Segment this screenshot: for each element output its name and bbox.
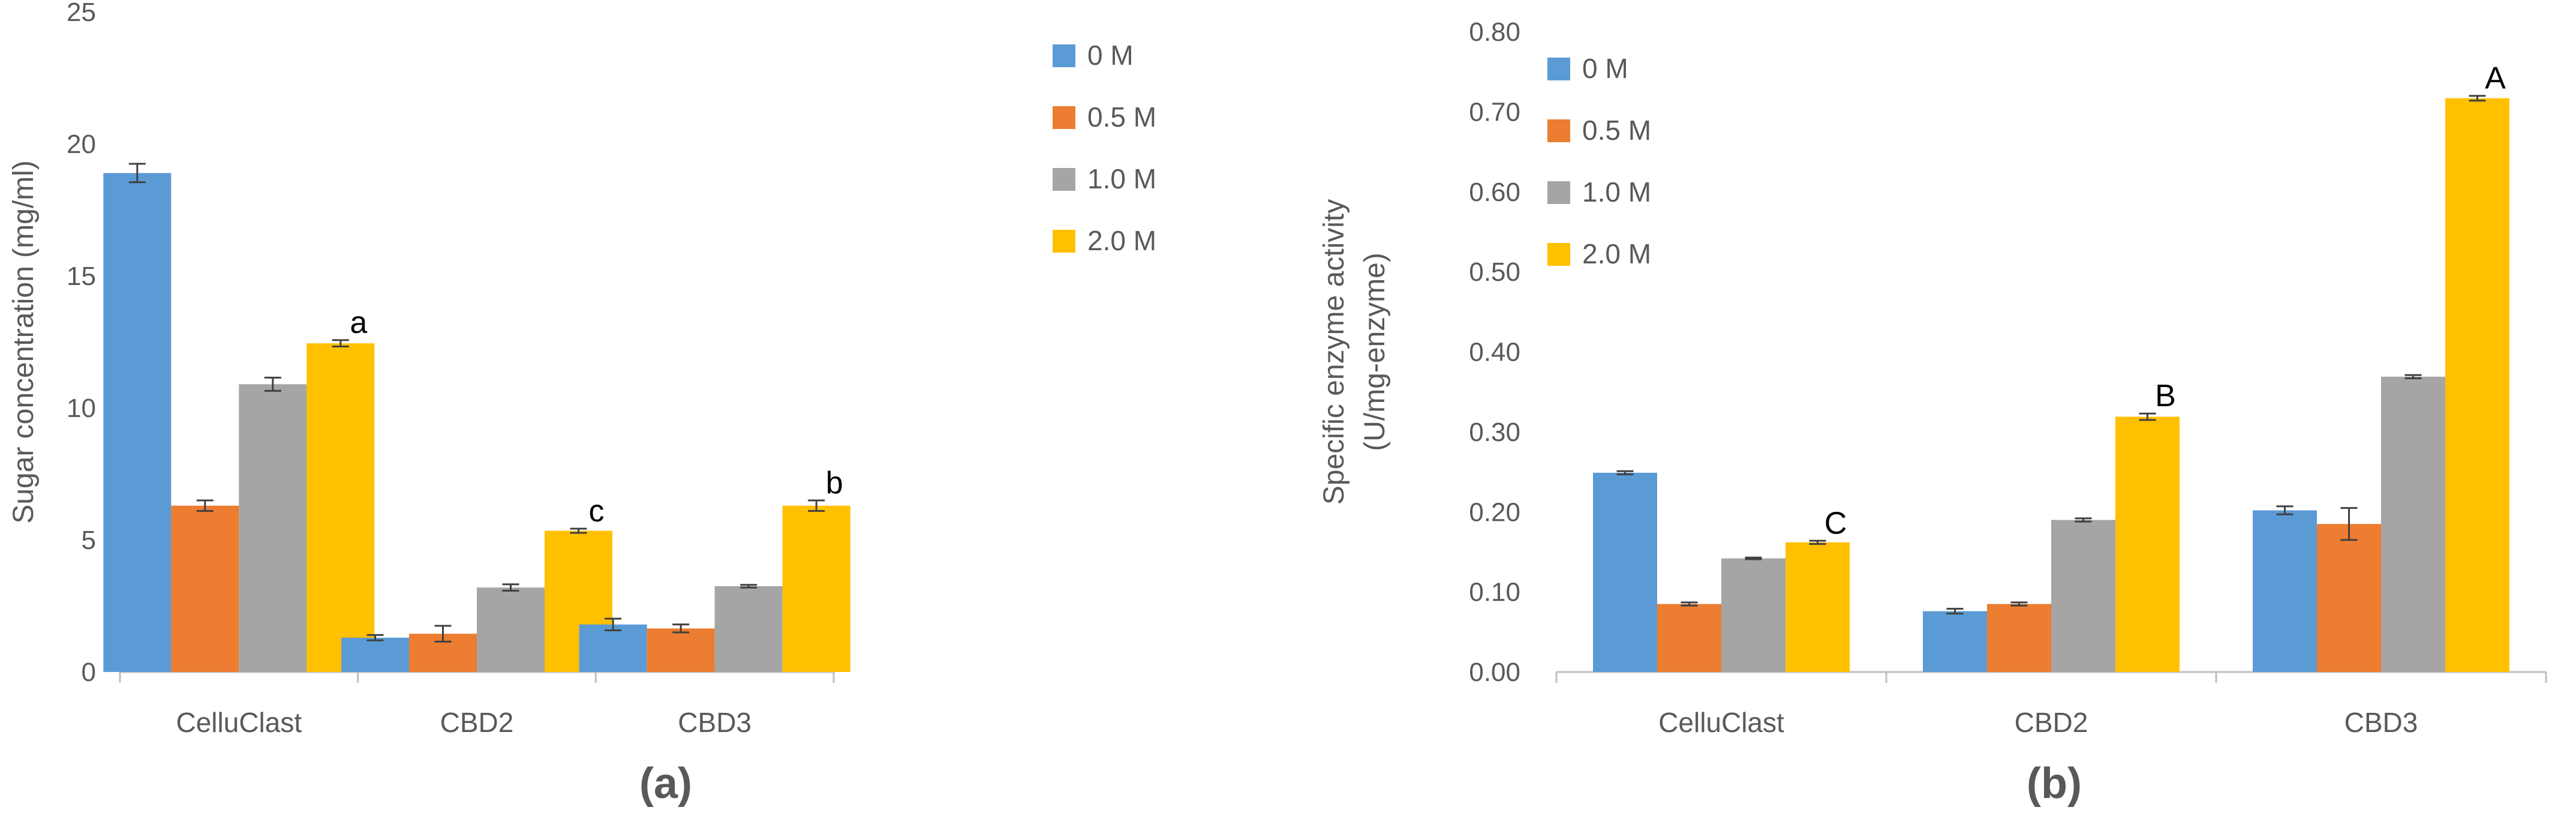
bar-1-0M-cbd2: [2051, 520, 2115, 672]
y-tick-label: 20: [67, 130, 96, 159]
y-tick-label: 0.80: [1469, 17, 1520, 47]
legend-swatch: [1547, 181, 1570, 204]
significance-letter: C: [1824, 506, 1847, 541]
legend-label: 1.0 M: [1582, 176, 1651, 208]
bar-0M-cbd2: [341, 637, 409, 672]
legend-label: 1.0 M: [1087, 163, 1156, 194]
x-category-label: CBD3: [678, 707, 752, 738]
legend-swatch: [1053, 106, 1075, 129]
legend-label: 0.5 M: [1582, 115, 1651, 146]
legend-swatch: [1053, 168, 1075, 191]
legend-label: 2.0 M: [1582, 238, 1651, 269]
bar-2-0M-cbd3: [2445, 98, 2509, 673]
legend-label: 0.5 M: [1087, 101, 1156, 133]
bar-0-5M-cbd2: [1987, 604, 2051, 672]
y-tick-label: 0.10: [1469, 578, 1520, 607]
panel-label: (b): [2027, 760, 2082, 808]
bar-0-5M-cbd3: [647, 628, 715, 672]
y-tick-label: 0.30: [1469, 418, 1520, 447]
significance-letter: b: [826, 466, 843, 500]
bar-1-0M-cbd3: [2381, 376, 2445, 672]
legend-swatch: [1053, 44, 1075, 67]
significance-letter: c: [589, 494, 605, 529]
bar-0-5M-cbd3: [2317, 524, 2381, 672]
bar-1-0M-cbd3: [714, 586, 783, 672]
y-axis-label: Specific enzyme activity: [1318, 199, 1350, 505]
y-tick-label: 5: [82, 526, 96, 555]
legend-swatch: [1547, 58, 1570, 80]
legend-label: 0 M: [1087, 40, 1134, 71]
legend-swatch: [1053, 230, 1075, 253]
legend-label: 2.0 M: [1087, 225, 1156, 256]
bar-2-0M-cbd3: [782, 505, 850, 672]
significance-letter: B: [2155, 379, 2176, 413]
chart-b: 0.00 0.10 0.20 0.30 0.40 0.50 0.60 0.70 0.80 Cell…: [1318, 17, 2547, 808]
x-category-label: CelluClast: [1658, 707, 1784, 738]
x-category-label: CBD2: [2015, 707, 2088, 738]
y-tick-label: 0.60: [1469, 178, 1520, 207]
y-axis-label-units: (U/mg-enzyme): [1359, 253, 1391, 451]
x-category-label: CelluClast: [176, 707, 302, 738]
bar-0-5M-celluclast: [1657, 604, 1721, 672]
significance-letter: A: [2485, 61, 2506, 96]
y-tick-label: 10: [67, 394, 96, 423]
bar-2-0M-celluclast: [1786, 542, 1850, 672]
y-tick-label: 0.40: [1469, 338, 1520, 367]
significance-letter: a: [350, 305, 367, 340]
y-axis-label: Sugar concentration (mg/ml): [8, 160, 40, 524]
bar-0M-cbd3: [579, 624, 647, 672]
bar-1-0M-celluclast: [239, 384, 307, 672]
y-tick-label: 0.70: [1469, 97, 1520, 127]
chart-a: 0 5 10 15 20 25 CelluClast CBD2 CBD3 a c b Sugar con…: [8, 0, 1156, 808]
bar-0M-celluclast: [103, 173, 172, 672]
legend-swatch: [1547, 243, 1570, 266]
bar-0M-cbd2: [1923, 611, 1987, 672]
bar-1-0M-celluclast: [1721, 558, 1786, 672]
bar-2-0M-celluclast: [306, 343, 375, 672]
x-category-label: CBD3: [2344, 707, 2418, 738]
legend-label: 0 M: [1582, 53, 1628, 84]
y-tick-label: 0.20: [1469, 497, 1520, 527]
y-tick-label: 15: [67, 262, 96, 291]
y-tick-label: 0: [82, 658, 96, 687]
x-category-label: CBD2: [440, 707, 514, 738]
bar-0M-celluclast: [1593, 472, 1657, 672]
bar-0M-cbd3: [2253, 510, 2317, 672]
y-tick-label: 0.00: [1469, 658, 1520, 687]
panel-label: (a): [639, 760, 692, 808]
y-tick-label: 25: [67, 0, 96, 27]
bar-1-0M-cbd2: [477, 587, 545, 672]
y-tick-label: 0.50: [1469, 257, 1520, 287]
legend-swatch: [1547, 119, 1570, 142]
bar-2-0M-cbd2: [2115, 416, 2180, 672]
bar-0-5M-celluclast: [171, 505, 239, 672]
